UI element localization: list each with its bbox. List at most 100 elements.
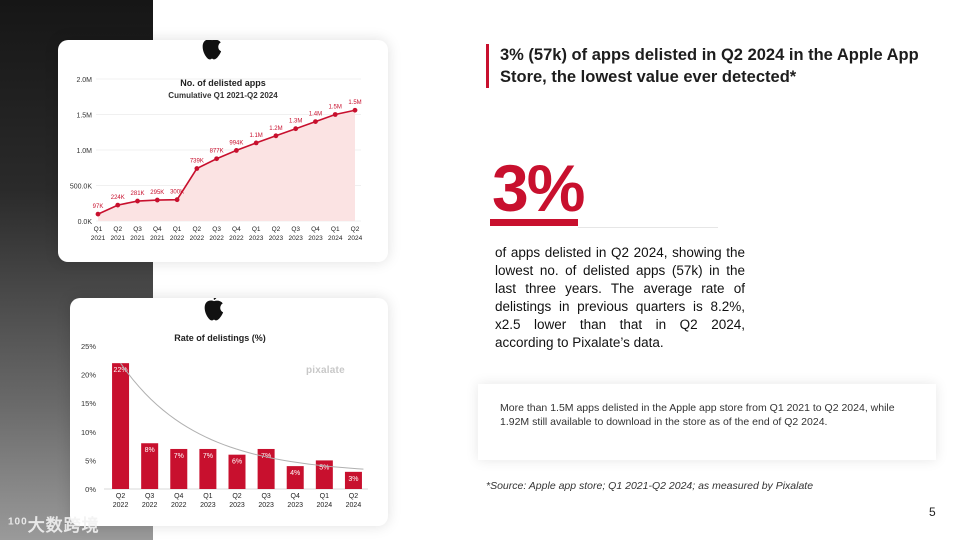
x-tick-label: 2023 xyxy=(288,235,303,242)
bar xyxy=(257,448,275,489)
x-tick-label: 2021 xyxy=(130,235,145,242)
data-label: 739K xyxy=(190,159,204,165)
data-label: 1.3M xyxy=(289,119,302,125)
delisting-rate-chart-card: Rate of delistings (%) pixalate 0% 5% 10% 1… xyxy=(70,298,388,526)
y-tick-label: 0% xyxy=(85,485,96,494)
data-label: 1.5M xyxy=(348,100,361,106)
x-tick-label: Q2 xyxy=(349,493,358,500)
bar xyxy=(286,466,304,489)
data-label: 1.2M xyxy=(269,126,282,132)
bar-value-label: 7% xyxy=(203,453,213,460)
data-point xyxy=(313,119,318,124)
y-tick-label: 500.0K xyxy=(70,184,93,191)
trend-line xyxy=(120,362,364,470)
x-tick-label: Q4 xyxy=(174,493,183,500)
data-label: 224K xyxy=(111,195,125,201)
bar xyxy=(112,363,130,489)
big-stat: 3% xyxy=(492,151,585,225)
data-label: 281K xyxy=(131,191,145,197)
x-tick-label: Q3 xyxy=(291,226,300,233)
cumulative-delisted-chart-card: No. of delisted apps Cumulative Q1 2021-… xyxy=(58,40,388,262)
data-point xyxy=(352,107,358,113)
x-tick-label: Q1 xyxy=(173,226,182,233)
x-tick-label: 2023 xyxy=(287,502,303,509)
divider xyxy=(578,227,718,228)
x-tick-label: Q2 xyxy=(232,493,241,500)
x-tick-label: 2023 xyxy=(249,235,264,242)
bar-value-label: 7% xyxy=(174,453,184,460)
bar xyxy=(199,448,217,489)
big-stat-underline xyxy=(490,219,578,226)
x-tick-label: 2022 xyxy=(190,235,205,242)
x-tick-label: 2022 xyxy=(142,502,158,509)
data-point xyxy=(293,126,299,132)
bar-value-label: 6% xyxy=(232,459,242,466)
data-point xyxy=(194,166,200,171)
y-tick-label: 1.5M xyxy=(76,113,92,120)
bar-value-label: 22% xyxy=(114,367,128,374)
bar xyxy=(228,454,246,489)
area-fill xyxy=(98,110,355,221)
apple-logo-icon xyxy=(202,40,222,60)
x-tick-label: 2023 xyxy=(308,235,323,242)
x-tick-label: Q4 xyxy=(153,226,162,233)
x-tick-label: 2022 xyxy=(170,235,185,242)
data-point xyxy=(233,148,239,153)
x-tick-label: Q3 xyxy=(133,226,142,233)
note-box: More than 1.5M apps delisted in the Appl… xyxy=(478,384,936,460)
bar-value-label: 8% xyxy=(145,447,155,454)
data-point xyxy=(154,197,160,203)
x-tick-label: Q4 xyxy=(291,493,300,500)
bar xyxy=(141,443,159,489)
x-tick-label: Q1 xyxy=(94,226,103,233)
data-label: 1.5M xyxy=(329,105,342,111)
note-text: More than 1.5M apps delisted in the Appl… xyxy=(500,402,895,428)
y-tick-label: 15% xyxy=(81,399,96,408)
x-tick-label: 2022 xyxy=(113,502,129,509)
apple-logo-icon xyxy=(204,298,224,321)
data-point xyxy=(174,197,180,203)
data-label: 1.1M xyxy=(249,133,262,139)
data-label: 877K xyxy=(210,149,224,155)
x-tick-label: 2024 xyxy=(348,235,363,242)
data-point xyxy=(253,140,259,146)
x-tick-label: 2021 xyxy=(91,235,106,242)
rate-bar-chart: 0% 5% 10% 15% 20% 25% 22% Q2 2022 8% Q3 2022 7% Q4 202… xyxy=(81,342,368,509)
data-point xyxy=(332,112,338,117)
y-tick-label: 0.0K xyxy=(78,219,93,226)
bar-value-label: 5% xyxy=(319,464,329,471)
x-tick-label: 2023 xyxy=(269,235,284,242)
x-tick-label: Q4 xyxy=(311,226,320,233)
y-tick-label: 10% xyxy=(81,428,96,437)
x-tick-label: 2021 xyxy=(150,235,165,242)
x-tick-label: 2024 xyxy=(346,502,362,509)
chart-title: No. of delisted apps xyxy=(180,78,266,88)
bar xyxy=(170,448,188,489)
pixalate-watermark: pixalate xyxy=(306,365,345,376)
x-tick-label: 2023 xyxy=(200,502,216,509)
brand-logo: 100大数跨境 xyxy=(8,511,100,536)
y-tick-label: 2.0M xyxy=(76,77,92,84)
source-footnote: *Source: Apple app store; Q1 2021-Q2 202… xyxy=(486,480,814,492)
x-tick-label: Q1 xyxy=(252,226,261,233)
logo-text: 大数跨境 xyxy=(27,516,100,535)
bar xyxy=(344,471,362,489)
x-tick-label: Q2 xyxy=(113,226,122,233)
x-tick-label: 2022 xyxy=(171,502,187,509)
cumulative-area-chart: 0.0K 500.0K 1.0M 1.5M 2.0M 97K Q1 2021 224K Q2 202… xyxy=(70,77,363,242)
logo-mark: 100 xyxy=(8,516,28,528)
data-label: 1.4M xyxy=(309,112,322,118)
x-tick-label: 2024 xyxy=(328,235,343,242)
x-tick-label: Q1 xyxy=(320,493,329,500)
x-tick-label: 2022 xyxy=(209,235,224,242)
y-tick-label: 5% xyxy=(85,456,96,465)
x-tick-label: 2023 xyxy=(229,502,245,509)
x-tick-label: 2023 xyxy=(258,502,274,509)
x-tick-label: 2024 xyxy=(317,502,333,509)
x-tick-label: Q2 xyxy=(116,493,125,500)
data-point xyxy=(214,156,220,162)
x-tick-label: Q1 xyxy=(203,493,212,500)
data-point xyxy=(95,211,101,217)
data-point xyxy=(135,198,140,204)
data-point xyxy=(273,133,279,139)
